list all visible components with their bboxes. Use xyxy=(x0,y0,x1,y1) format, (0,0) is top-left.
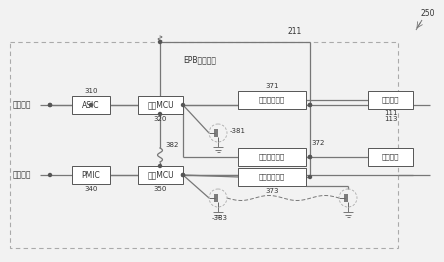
FancyBboxPatch shape xyxy=(238,148,306,166)
Text: -383: -383 xyxy=(212,215,228,221)
Circle shape xyxy=(48,103,52,106)
Circle shape xyxy=(309,156,312,159)
FancyBboxPatch shape xyxy=(72,166,110,184)
Text: 113: 113 xyxy=(384,116,398,122)
Circle shape xyxy=(159,41,162,43)
Text: 211: 211 xyxy=(288,28,302,36)
Text: EPB开关信号: EPB开关信号 xyxy=(183,56,217,64)
FancyBboxPatch shape xyxy=(238,91,306,109)
Text: -381: -381 xyxy=(230,128,246,134)
Text: 第一电源: 第一电源 xyxy=(13,101,32,110)
Text: 372: 372 xyxy=(311,140,325,146)
Circle shape xyxy=(48,103,52,106)
Text: 371: 371 xyxy=(265,83,279,89)
Text: 250: 250 xyxy=(421,9,435,19)
Text: 320: 320 xyxy=(153,116,166,122)
Circle shape xyxy=(309,103,312,106)
Text: 373: 373 xyxy=(265,188,279,194)
Text: PMIC: PMIC xyxy=(82,171,100,179)
Circle shape xyxy=(90,103,92,106)
Circle shape xyxy=(182,103,185,106)
Text: 第一驱动电路: 第一驱动电路 xyxy=(259,97,285,103)
Text: 第二电源: 第二电源 xyxy=(13,171,32,179)
Circle shape xyxy=(159,165,162,167)
Circle shape xyxy=(48,173,52,177)
Text: 382: 382 xyxy=(165,142,178,148)
Circle shape xyxy=(159,112,162,116)
Text: ASIC: ASIC xyxy=(82,101,100,110)
Text: 111: 111 xyxy=(384,110,398,116)
FancyBboxPatch shape xyxy=(368,148,413,166)
FancyBboxPatch shape xyxy=(138,96,183,114)
Text: 第三驱动电路: 第三驱动电路 xyxy=(259,174,285,180)
Circle shape xyxy=(309,156,312,159)
FancyBboxPatch shape xyxy=(72,96,110,114)
Text: 340: 340 xyxy=(84,186,98,192)
FancyBboxPatch shape xyxy=(138,166,183,184)
Text: 310: 310 xyxy=(84,88,98,94)
Text: 第二驱动电路: 第二驱动电路 xyxy=(259,154,285,160)
Circle shape xyxy=(182,173,185,177)
Text: 第一马达: 第一马达 xyxy=(382,97,399,103)
Text: 第一MCU: 第一MCU xyxy=(147,101,174,110)
FancyBboxPatch shape xyxy=(368,91,413,109)
FancyBboxPatch shape xyxy=(238,168,306,186)
Circle shape xyxy=(309,103,312,106)
Text: 350: 350 xyxy=(153,186,166,192)
Circle shape xyxy=(309,176,312,178)
Text: 第二MCU: 第二MCU xyxy=(147,171,174,179)
Text: 第二马达: 第二马达 xyxy=(382,154,399,160)
Circle shape xyxy=(182,173,185,177)
